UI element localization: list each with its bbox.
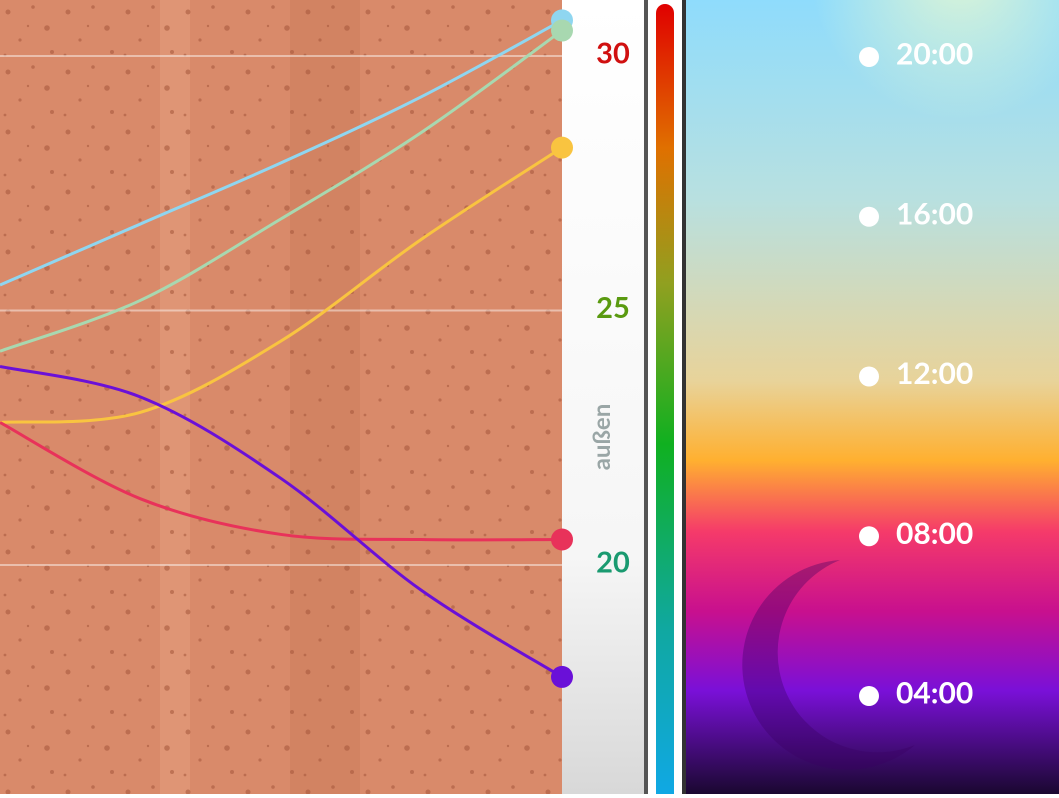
time-label: 04:00 — [896, 675, 973, 711]
y-tick-label: 25 — [596, 290, 630, 325]
time-label: 12:00 — [896, 355, 973, 391]
divider — [682, 0, 686, 794]
series-line — [0, 364, 563, 679]
time-dot — [859, 366, 879, 387]
series-line — [0, 19, 563, 287]
time-label: 16:00 — [896, 195, 973, 231]
axis-strip — [562, 0, 645, 794]
end-point — [551, 19, 573, 42]
series-line — [0, 29, 563, 353]
time-legend: 20:00 16:00 12:00 08:00 04:00 — [859, 36, 973, 711]
moon — [742, 560, 915, 770]
divider — [644, 0, 648, 794]
series-line — [0, 421, 563, 542]
y-axis-label: außen — [587, 404, 616, 471]
time-dot — [859, 47, 879, 67]
time-dot — [859, 206, 879, 227]
end-point — [551, 528, 573, 551]
y-tick-label: 20 — [596, 544, 630, 579]
time-label: 08:00 — [896, 515, 973, 551]
series-line — [0, 146, 563, 424]
time-label: 20:00 — [896, 36, 973, 72]
color-bar — [656, 4, 674, 798]
wall-texture — [0, 0, 562, 794]
time-dot — [859, 526, 879, 547]
chart: 20 25 30 außen — [0, 9, 630, 688]
sun — [813, 0, 1059, 120]
y-tick-label: 30 — [596, 35, 630, 70]
end-point — [551, 665, 573, 688]
sky-panel — [686, 0, 1059, 794]
end-point — [551, 136, 573, 159]
time-dot — [859, 686, 879, 706]
